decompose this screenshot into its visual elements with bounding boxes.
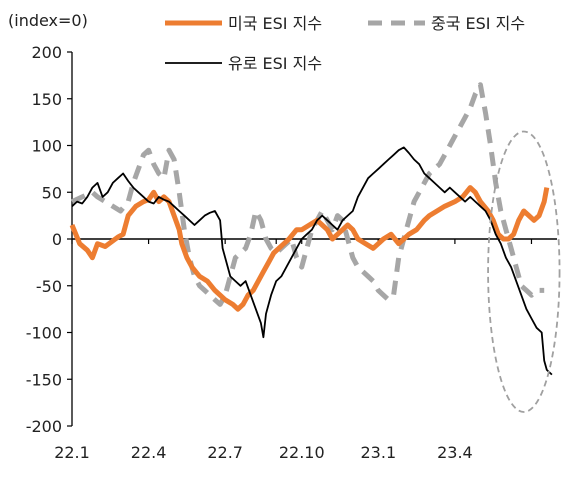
legend-item-euro: 유로 ESI 지수 <box>165 54 322 73</box>
series-line-us <box>69 185 550 312</box>
legend-item-us: 미국 ESI 지수 <box>165 14 322 33</box>
y-tick-label: -100 <box>26 324 62 343</box>
highlight <box>487 130 561 413</box>
y-tick-label: 200 <box>31 43 62 62</box>
y-tick-label: 150 <box>31 90 62 109</box>
highlight-ellipse <box>487 130 561 413</box>
series-line-china <box>70 82 545 307</box>
x-tick-label: 23.4 <box>437 443 473 462</box>
y-tick-label: -200 <box>26 417 62 436</box>
series-lines <box>69 82 553 376</box>
y-tick-label: 0 <box>52 230 62 249</box>
legend: 미국 ESI 지수 중국 ESI 지수 유로 ESI 지수 <box>165 14 525 73</box>
legend-item-china: 중국 ESI 지수 <box>368 14 525 33</box>
legend-label-us: 미국 ESI 지수 <box>228 14 322 33</box>
x-tick-label: 23.1 <box>361 443 397 462</box>
x-axis: 22.1 22.4 22.7 22.10 23.1 23.4 <box>54 238 557 462</box>
legend-label-china: 중국 ESI 지수 <box>431 14 525 33</box>
y-tick-label: 100 <box>31 137 62 156</box>
series-line-euro <box>71 146 553 376</box>
x-tick-label: 22.1 <box>54 443 90 462</box>
y-unit-label: (index=0) <box>8 11 88 30</box>
legend-label-euro: 유로 ESI 지수 <box>228 54 322 73</box>
y-tick-label: -50 <box>36 277 62 296</box>
y-tick-label: -150 <box>26 370 62 389</box>
x-tick-label: 22.7 <box>207 443 243 462</box>
x-tick-label: 22.10 <box>279 443 325 462</box>
x-tick-label: 22.4 <box>131 443 167 462</box>
y-axis: 200 150 100 50 0 -50 -100 -150 -200 <box>26 43 73 436</box>
y-tick-label: 50 <box>42 183 62 202</box>
